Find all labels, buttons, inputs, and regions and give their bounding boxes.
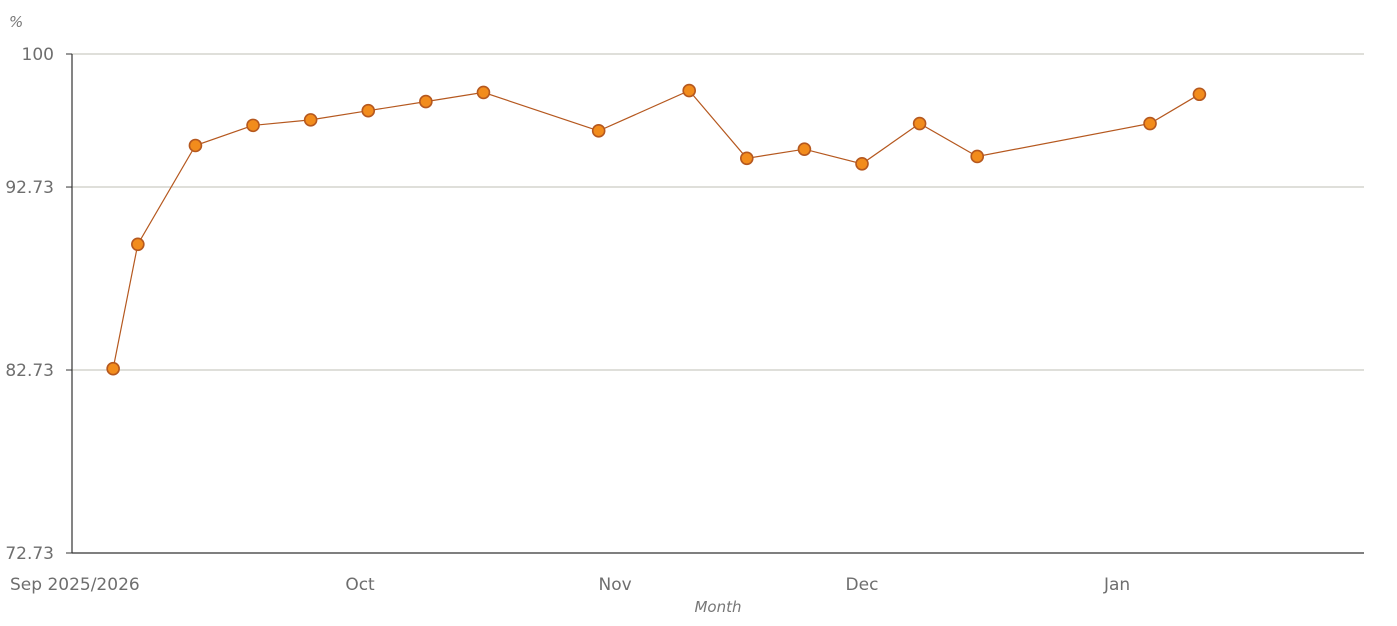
data-point[interactable]: [1192, 87, 1207, 102]
data-point[interactable]: [740, 151, 754, 166]
x-tick-label: Dec: [846, 575, 879, 595]
data-point[interactable]: [970, 149, 985, 164]
x-axis-ticks: Sep 2025/2026 Oct Nov Dec Jan: [10, 575, 1130, 595]
data-point[interactable]: [797, 142, 812, 156]
data-point[interactable]: [246, 118, 260, 133]
series: [106, 83, 1207, 376]
data-point[interactable]: [361, 103, 376, 118]
data-point[interactable]: [419, 94, 433, 109]
x-tick-label: Sep 2025/2026: [10, 575, 140, 595]
x-axis-title: Month: [694, 598, 741, 616]
x-tick-label: Jan: [1103, 575, 1130, 595]
data-point[interactable]: [591, 124, 606, 138]
y-axis-title: %: [9, 13, 23, 31]
x-tick-label: Nov: [599, 575, 632, 595]
data-point[interactable]: [476, 85, 491, 100]
gridlines: [72, 53, 1364, 371]
series-line: [112, 89, 1200, 369]
data-point[interactable]: [106, 361, 120, 376]
y-tick-label: 92.73: [5, 178, 54, 198]
data-point[interactable]: [912, 116, 927, 131]
y-tick-label: 100: [22, 45, 54, 65]
y-axis-ticks: 100 92.73 82.73 72.73: [5, 45, 72, 564]
y-tick-label: 82.73: [5, 361, 54, 381]
data-point[interactable]: [682, 83, 696, 98]
data-point[interactable]: [188, 138, 203, 153]
data-point[interactable]: [1143, 116, 1157, 131]
data-point[interactable]: [303, 113, 318, 127]
data-point[interactable]: [131, 237, 145, 252]
y-tick-label: 72.73: [5, 544, 54, 564]
data-point[interactable]: [855, 156, 869, 171]
x-tick-label: Oct: [345, 575, 375, 595]
